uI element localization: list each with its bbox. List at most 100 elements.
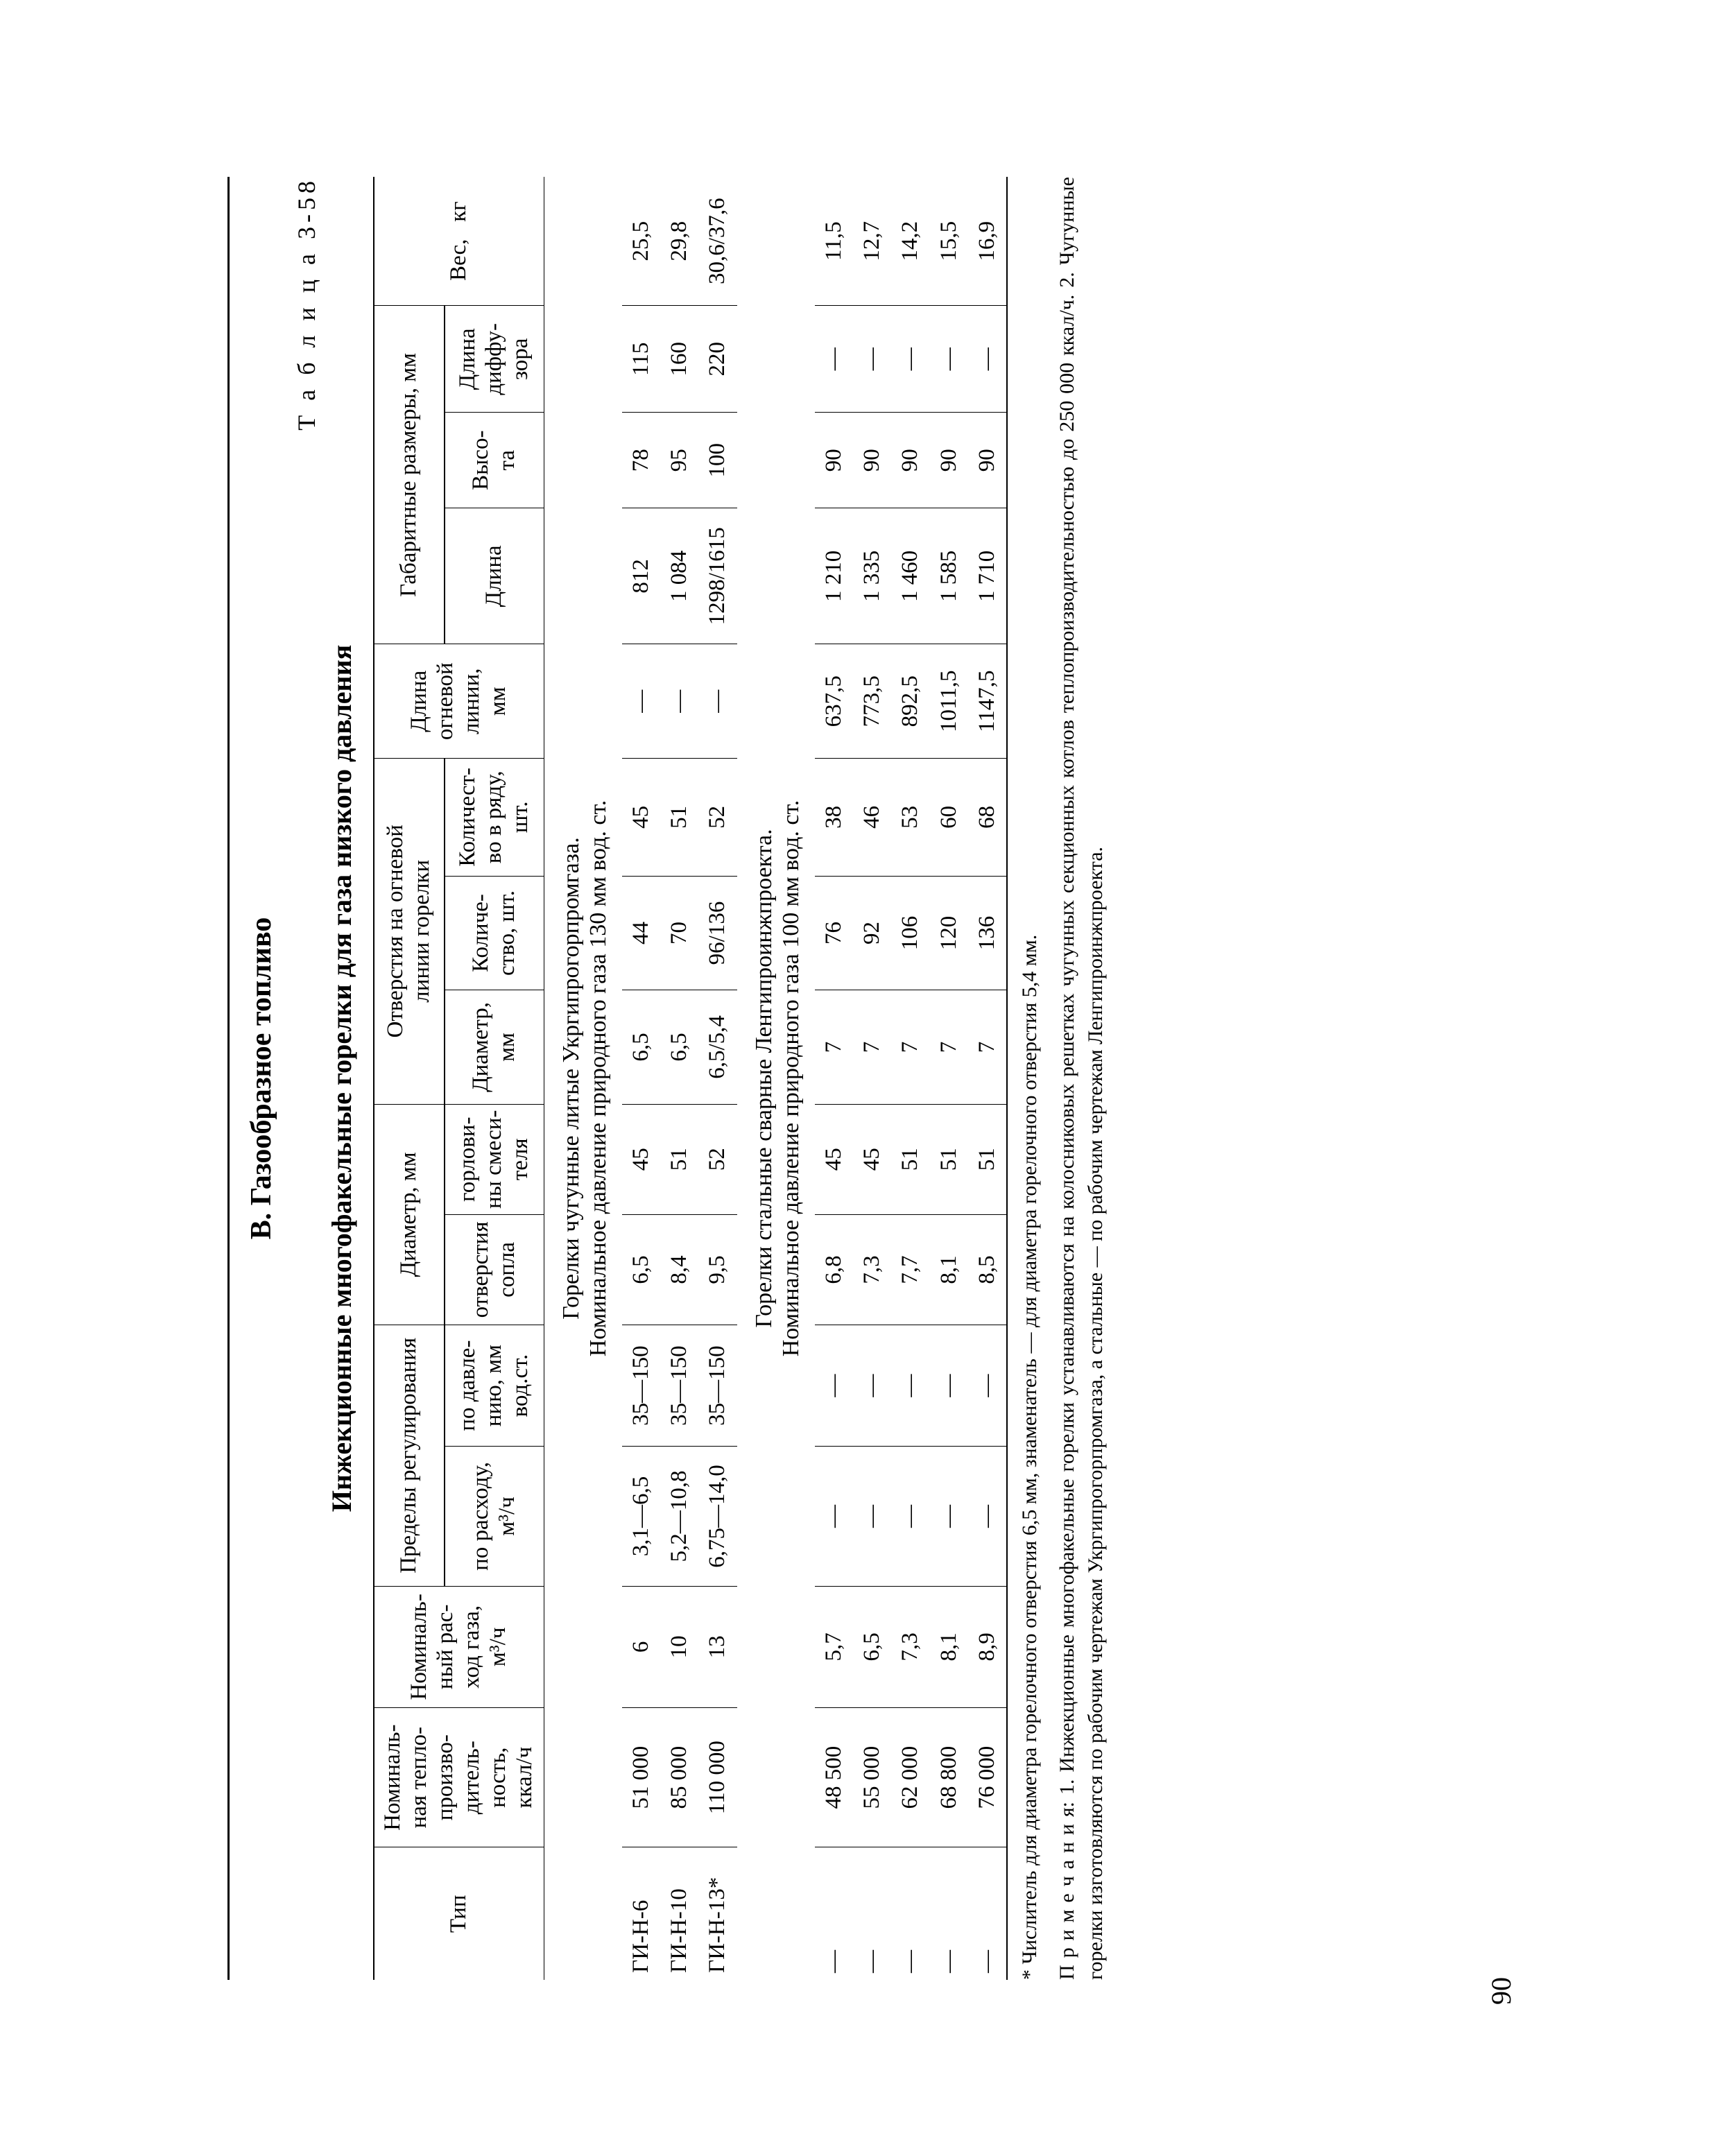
cell-w: 15,5 <box>930 177 968 306</box>
cell-w: 12,7 <box>854 177 892 306</box>
cell-g: 6 <box>622 1586 660 1707</box>
cell-L: — <box>660 644 698 757</box>
cell-c: — <box>968 305 1007 412</box>
cell-L: — <box>622 644 660 757</box>
group-heading: Горелки стальные сварные Ленгипроинжпрое… <box>737 177 816 1980</box>
cell-d2: 45 <box>622 1104 660 1214</box>
cell-b: 100 <box>699 412 737 508</box>
col-dia-group: Диаметр, мм <box>374 1104 445 1325</box>
cell-b: 90 <box>892 412 930 508</box>
cell-q: 55 000 <box>854 1707 892 1847</box>
cell-d2: 51 <box>968 1104 1007 1214</box>
cell-a: 1 710 <box>968 508 1007 644</box>
col-dim-group: Габаритные размеры, мм <box>374 305 445 644</box>
table-body: Горелки чугунные литые Укргипрогорпромга… <box>544 177 1007 1980</box>
cell-g: 6,5 <box>854 1586 892 1707</box>
cell-h2: 136 <box>968 876 1007 990</box>
cell-d2: 51 <box>930 1104 968 1214</box>
cell-g: 5,7 <box>815 1586 853 1707</box>
cell-c: 160 <box>660 305 698 412</box>
col-hole-r: Количест- во в ряду, шт. <box>445 758 544 876</box>
col-dia-a: отверстия сопла <box>445 1214 544 1325</box>
cell-g: 10 <box>660 1586 698 1707</box>
cell-type: — <box>930 1847 968 1979</box>
cell-h1: 7 <box>930 990 968 1103</box>
page: В. Газообразное топливо Т а б л и ц а 3-… <box>207 135 1524 2021</box>
cell-q: 68 800 <box>930 1707 968 1847</box>
group-heading-line2: Номинальное давление природного газа 130… <box>585 181 612 1976</box>
cell-d2: 45 <box>815 1104 853 1214</box>
cell-w: 11,5 <box>815 177 853 306</box>
cell-g: 8,1 <box>930 1586 968 1707</box>
cell-type: — <box>815 1847 853 1979</box>
cell-r1: 3,1—6,5 <box>622 1446 660 1586</box>
notes: П р и м е ч а н и я: 1. Инжекционные мно… <box>1053 177 1110 1980</box>
group-heading-line1: Горелки чугунные литые Укргипрогорпромга… <box>558 181 585 1976</box>
col-dia-b: горлови- ны смеси- теля <box>445 1104 544 1214</box>
group-heading: Горелки чугунные литые Укргипрогорпромга… <box>544 177 622 1980</box>
cell-d1: 7,3 <box>854 1214 892 1325</box>
table-row: —76 0008,9——8,5517136681147,51 71090—16,… <box>968 177 1007 1980</box>
group-heading-line2: Номинальное давление природного газа 100… <box>777 181 804 1976</box>
cell-d2: 45 <box>854 1104 892 1214</box>
cell-d1: 7,7 <box>892 1214 930 1325</box>
cell-d1: 8,4 <box>660 1214 698 1325</box>
cell-h3: 60 <box>930 758 968 876</box>
cell-q: 76 000 <box>968 1707 1007 1847</box>
group-heading-line1: Горелки стальные сварные Ленгипроинжпрое… <box>750 181 777 1976</box>
col-dim-c: Длина диффу- зора <box>445 305 544 412</box>
cell-c: 115 <box>622 305 660 412</box>
col-weight: Вес, кг <box>374 177 544 306</box>
cell-b: 90 <box>968 412 1007 508</box>
col-reg-a: по расходу, м³/ч <box>445 1446 544 1586</box>
cell-r1: — <box>892 1446 930 1586</box>
cell-d1: 6,8 <box>815 1214 853 1325</box>
cell-h3: 52 <box>699 758 737 876</box>
cell-h2: 70 <box>660 876 698 990</box>
cell-r1: — <box>854 1446 892 1586</box>
col-reg-group: Пределы регулирования <box>374 1325 445 1586</box>
cell-b: 90 <box>815 412 853 508</box>
cell-L: 637,5 <box>815 644 853 757</box>
cell-type: — <box>892 1847 930 1979</box>
table-row: ГИ-Н-13*110 000136,75—14,035—1509,5526,5… <box>699 177 737 1980</box>
cell-d1: 6,5 <box>622 1214 660 1325</box>
cell-h3: 51 <box>660 758 698 876</box>
cell-r2: — <box>892 1325 930 1446</box>
col-heat: Номиналь- ная тепло- произво- дитель- но… <box>374 1707 544 1847</box>
cell-g: 7,3 <box>892 1586 930 1707</box>
cell-L: — <box>699 644 737 757</box>
cell-h3: 53 <box>892 758 930 876</box>
col-dim-b: Высо- та <box>445 412 544 508</box>
cell-q: 85 000 <box>660 1707 698 1847</box>
cell-r1: — <box>968 1446 1007 1586</box>
cell-h3: 45 <box>622 758 660 876</box>
cell-L: 773,5 <box>854 644 892 757</box>
page-number: 90 <box>1485 1977 1517 2005</box>
cell-a: 1 084 <box>660 508 698 644</box>
cell-r2: — <box>968 1325 1007 1446</box>
table-title: Инжекционные многофакельные горелки для … <box>325 177 358 1980</box>
cell-L: 892,5 <box>892 644 930 757</box>
cell-d1: 8,5 <box>968 1214 1007 1325</box>
cell-a: 1 210 <box>815 508 853 644</box>
cell-c: — <box>930 305 968 412</box>
cell-d2: 51 <box>660 1104 698 1214</box>
cell-q: 51 000 <box>622 1707 660 1847</box>
cell-h1: 6,5 <box>660 990 698 1103</box>
cell-w: 16,9 <box>968 177 1007 306</box>
cell-q: 48 500 <box>815 1707 853 1847</box>
cell-h2: 120 <box>930 876 968 990</box>
cell-h3: 46 <box>854 758 892 876</box>
cell-c: — <box>854 305 892 412</box>
table-row: —62 0007,3——7,751710653892,51 46090—14,2 <box>892 177 930 1980</box>
cell-c: — <box>892 305 930 412</box>
cell-b: 95 <box>660 412 698 508</box>
cell-type: — <box>854 1847 892 1979</box>
table-label: Т а б л и ц а 3-58 <box>292 177 321 1980</box>
cell-L: 1011,5 <box>930 644 968 757</box>
cell-r2: — <box>930 1325 968 1446</box>
cell-r2: 35—150 <box>660 1325 698 1446</box>
cell-h1: 7 <box>892 990 930 1103</box>
table-row: —48 5005,7——6,84577638637,51 21090—11,5 <box>815 177 853 1980</box>
